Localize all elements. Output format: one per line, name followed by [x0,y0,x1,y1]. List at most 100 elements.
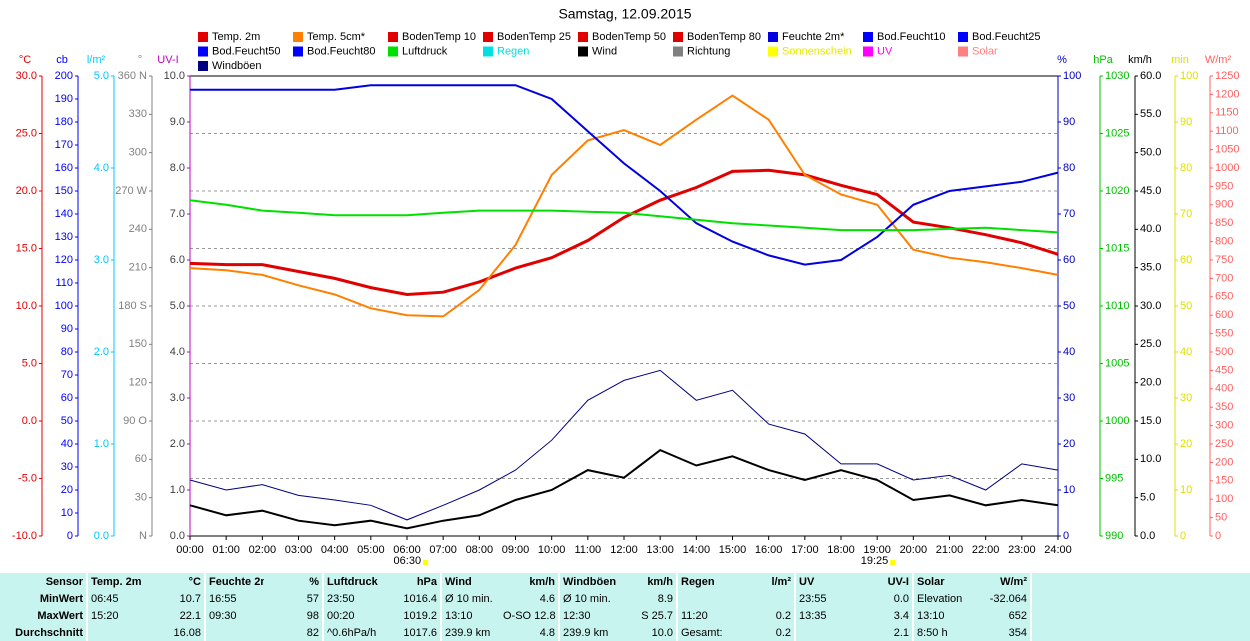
x-tick-label: 00:00 [176,544,204,556]
y-tick-label: 0 [1215,530,1221,542]
table-cell: UV [799,575,815,588]
y-tick-label: 5.0 [1140,492,1155,504]
table-cell: Ø 10 min. [445,592,493,605]
y-tick-label: 30 [1063,392,1075,404]
y-tick-label: 0.0 [1140,530,1155,542]
table-cell: 8:50 h [917,626,948,639]
y-tick-label: 1.0 [170,484,185,496]
y-tick-label: 950 [1215,180,1233,192]
y-tick-label: 140 [55,208,73,220]
x-tick-label: 20:00 [900,544,928,556]
y-tick-label: 150 [55,185,73,197]
legend-swatch [578,32,588,42]
x-tick-label: 04:00 [321,544,349,556]
table-cell: Regen [681,575,715,588]
y-tick-label: 190 [55,93,73,105]
x-tick-label: 11:00 [574,544,601,556]
y-tick-label: 360 N [118,70,147,82]
axis-unit: km/h [1128,54,1152,66]
table-cell: 00:20 [327,609,355,622]
legend-swatch [673,32,683,42]
y-tick-label: 500 [1215,346,1233,358]
y-tick-label: 990 [1105,530,1123,542]
legend-swatch [293,46,303,57]
y-tick-label: 400 [1215,383,1233,395]
x-tick-label: 23:00 [1008,544,1036,556]
table-row: Durchschnitt 16.08 82 ^0.6hPa/h 1017.6 239.9 … [0,624,1250,641]
table-cell: 13:35 [799,609,827,622]
x-tick-label: 01:00 [212,544,240,556]
series-line [189,369,1059,521]
table-cell [1031,607,1250,624]
y-tick-label: 60 [1180,254,1192,266]
y-tick-label: 50.0 [1140,147,1161,159]
y-tick-label: 5.0 [22,357,37,369]
y-tick-label: 170 [55,139,73,151]
table-cell: 11:20 [681,609,708,622]
y-tick-label: 25.0 [16,127,37,139]
sun-marker [423,560,429,565]
y-tick-label: 5.0 [94,70,109,82]
table-cell [795,624,854,641]
axis-unit: % [1057,54,1067,66]
table-cell: 16:55 [209,592,237,605]
y-tick-label: 110 [55,277,73,289]
sun-time: 06:30 [394,555,422,567]
y-tick-label: 100 [1180,70,1198,82]
y-tick-label: 70 [1063,208,1075,220]
y-tick-label: 70 [61,369,73,381]
y-tick-label: 800 [1215,236,1233,248]
table-cell: 22.1 [146,607,206,624]
table-cell: UV-I [854,573,914,590]
y-tick-label: 6.0 [170,254,185,266]
sun-marker [890,560,896,565]
table-cell [1031,590,1250,607]
legend-swatch [198,32,208,42]
legend-label: Sonnenschein [782,45,852,57]
axis-unit: min [1171,54,1189,66]
y-tick-label: 90 [1180,116,1192,128]
table-cell: 4.6 [500,590,560,607]
legend-label: BodenTemp 50 [592,31,666,43]
legend-swatch [483,32,493,42]
y-tick-label: 270 W [115,185,147,197]
y-tick-label: 1000 [1105,415,1129,427]
series-line [189,199,1059,234]
y-tick-label: 30.0 [16,70,37,82]
y-tick-label: 3.0 [94,254,109,266]
table-cell: Sensor [0,573,88,590]
legend-label: Wind [592,45,617,57]
table-cell: 4.8 [500,624,560,641]
y-tick-label: 50 [61,415,73,427]
table-cell: 23:50 [327,592,355,605]
y-tick-label: 90 [61,323,73,335]
y-tick-label: 80 [1063,162,1075,174]
y-tick-label: 1150 [1215,107,1239,119]
legend-swatch [578,46,588,57]
x-tick-label: 08:00 [466,544,494,556]
y-tick-label: 1005 [1105,357,1129,369]
y-tick-label: 1200 [1215,88,1239,100]
table-cell: Durchschnitt [0,624,88,641]
x-tick-label: 15:00 [719,544,747,556]
y-tick-label: 4.0 [170,346,185,358]
table-cell: 3.4 [854,607,914,624]
y-tick-label: 2.0 [94,346,109,358]
table-cell: 12:30 [563,609,591,622]
y-tick-label: 20 [61,484,73,496]
series-line [189,168,1059,297]
y-tick-label: 0 [67,530,73,542]
y-tick-label: 200 [55,70,73,82]
y-tick-label: 60 [61,392,73,404]
y-tick-label: 300 [129,147,147,159]
y-tick-label: 80 [1180,162,1192,174]
series-line [190,84,1059,266]
table-cell: 09:30 [209,609,237,622]
y-tick-label: 50 [1215,512,1227,524]
table-cell: S 25.7 [618,607,678,624]
table-cell: Windböen [563,575,617,588]
y-tick-label: 1.0 [94,438,109,450]
y-tick-label: 120 [55,254,73,266]
legend-swatch [768,46,778,57]
